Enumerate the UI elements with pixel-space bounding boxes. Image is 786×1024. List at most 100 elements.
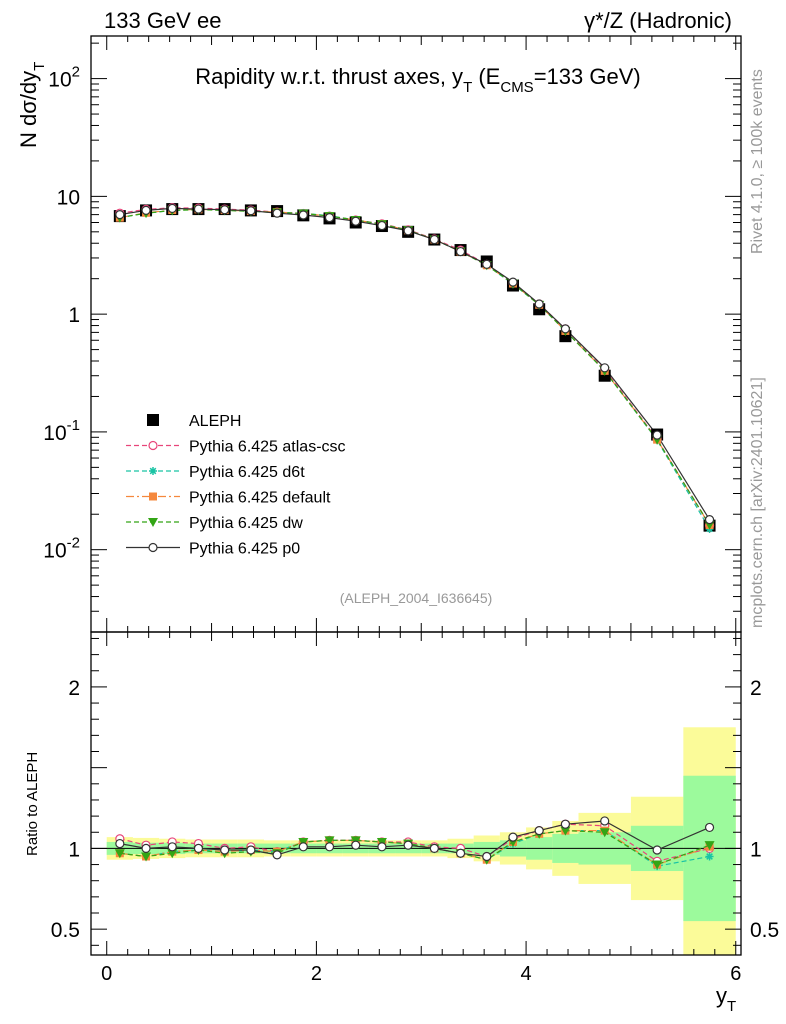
main-point-s5-20	[704, 515, 715, 525]
ratio-y-tick-label-l-1: 1	[68, 838, 80, 861]
xlabel-sub: T	[727, 998, 736, 1015]
y-tick-base-4: 10	[48, 69, 71, 92]
legend-label-0: ALEPH	[189, 413, 241, 430]
main-point-s5-9	[351, 216, 361, 226]
x-tick-label-0: 0	[101, 963, 112, 985]
legend-marker-1	[148, 440, 158, 451]
y-tick-base-1: 10	[43, 422, 66, 445]
main-y-tick-label-4: 102	[48, 64, 80, 92]
legend-marker-2	[149, 467, 157, 475]
main-y-tick-label-3: 10	[57, 186, 80, 209]
main-point-s5-12	[429, 234, 439, 245]
main-ylabel: N dσ/dyT	[16, 62, 48, 148]
analysis-label: (ALEPH_2004_I636645)	[340, 590, 493, 606]
ratio-ylabel: Ratio to ALEPH	[24, 752, 41, 856]
title-sub-2: CMS	[500, 79, 533, 96]
main-point-s5-11	[403, 226, 413, 236]
ratio-y-tick-label-l-0: 0.5	[51, 919, 80, 942]
title-part-3: =133 GeV)	[534, 64, 641, 89]
ratio-point-s4-18	[600, 816, 610, 826]
ratio-point-s4-16	[534, 826, 544, 836]
legend-label-1: Pythia 6.425 atlas-csc	[189, 439, 346, 456]
main-point-s5-10	[377, 220, 387, 231]
ratio-point-s4-5	[246, 845, 256, 855]
ratio-point-s4-11	[403, 840, 413, 850]
ratio-point-s3-19	[652, 860, 663, 870]
ratio-y-tick-label-r-1: 1	[750, 838, 762, 861]
x-tick-label-3: 6	[730, 963, 741, 985]
ratio-point-s4-10	[377, 842, 387, 852]
main-point-s5-4	[220, 205, 230, 215]
ylabel-sub: T	[31, 62, 48, 71]
ratio-point-s3-8	[324, 836, 335, 846]
main-point-s5-1	[141, 205, 151, 216]
ratio-y-tick-label-r-2: 2	[750, 677, 762, 700]
main-y-tick-label-1: 10-1	[43, 417, 80, 445]
ratio-y-tick-label-l-2: 2	[68, 677, 80, 700]
legend-marker-3	[149, 492, 157, 501]
ratio-marks	[114, 816, 715, 871]
ratio-point-s3-18	[599, 828, 610, 838]
title-part-2: (E	[472, 64, 500, 89]
main-point-s5-0	[115, 210, 125, 220]
main-point-s5-17	[560, 324, 570, 334]
rivet-label: Rivet 4.1.0, ≥ 100k events	[749, 69, 766, 254]
legend-label-5: Pythia 6.425 p0	[189, 541, 300, 558]
ratio-point-s4-7	[298, 842, 308, 852]
main-point-s5-14	[482, 259, 492, 269]
main-point-s5-5	[246, 206, 256, 216]
main-point-s5-8	[324, 213, 335, 223]
ratio-point-s4-0	[115, 838, 125, 849]
ratio-point-s4-1	[141, 843, 151, 854]
ratio-point-s4-20	[704, 822, 715, 833]
main-y-tick-label-0: 10-2	[43, 535, 80, 563]
ratio-point-s4-19	[652, 845, 662, 855]
ratio-point-s4-15	[508, 832, 518, 842]
main-title: Rapidity w.r.t. thrust axes, yT (ECMS=13…	[195, 64, 640, 96]
mcplots-label: mcplots.cern.ch [arXiv:2401.10621]	[749, 377, 766, 628]
ylabel-part-1: N dσ/dy	[16, 71, 41, 148]
ratio-point-s1-20	[705, 852, 714, 861]
legend-marker-0	[147, 414, 159, 426]
ratio-point-s4-13	[455, 848, 466, 858]
ratio-point-s4-6	[272, 850, 282, 860]
header-right: γ*/Z (Hadronic)	[584, 8, 732, 33]
main-point-s5-16	[534, 299, 544, 309]
ratio-bands	[91, 727, 741, 955]
main-point-s5-3	[193, 204, 204, 214]
ratio-point-s3-0	[114, 849, 125, 859]
legend-label-2: Pythia 6.425 d6t	[189, 464, 305, 481]
x-axis-label: yT	[716, 983, 736, 1015]
main-point-s5-6	[272, 208, 282, 218]
x-tick-label-1: 2	[311, 963, 322, 985]
main-point-s5-7	[298, 210, 308, 220]
legend-label-3: Pythia 6.425 default	[189, 490, 331, 507]
y-tick-exp-1: -1	[67, 417, 80, 434]
main-point-s5-18	[600, 363, 610, 373]
ratio-point-s4-17	[560, 819, 570, 829]
main-point-s5-15	[508, 277, 518, 287]
legend-marker-5	[148, 542, 158, 553]
title-part-1: Rapidity w.r.t. thrust axes, y	[195, 64, 463, 89]
main-marks	[113, 203, 716, 533]
main-point-s5-2	[167, 203, 177, 214]
main-y-tick-label-2: 1	[68, 304, 80, 327]
main-point-s5-19	[652, 430, 662, 440]
ratio-point-s4-2	[167, 842, 177, 852]
ratio-y-tick-label-r-0: 0.5	[750, 919, 779, 942]
ratio-frame	[90, 631, 742, 956]
x-tick-label-2: 4	[521, 963, 532, 985]
legend-label-4: Pythia 6.425 dw	[189, 515, 303, 532]
ratio-point-s4-14	[482, 851, 492, 862]
ratio-point-s3-1	[141, 852, 152, 862]
ratio-point-s4-9	[351, 840, 361, 850]
ratio-point-s3-2	[167, 849, 178, 859]
ratio-point-s4-3	[193, 843, 204, 854]
y-tick-exp-0: -2	[67, 535, 80, 552]
main-line-4	[119, 209, 711, 526]
xlabel-main: y	[716, 983, 727, 1008]
ratio-point-s3-17	[560, 826, 571, 836]
y-tick-exp-4: 2	[72, 64, 80, 81]
